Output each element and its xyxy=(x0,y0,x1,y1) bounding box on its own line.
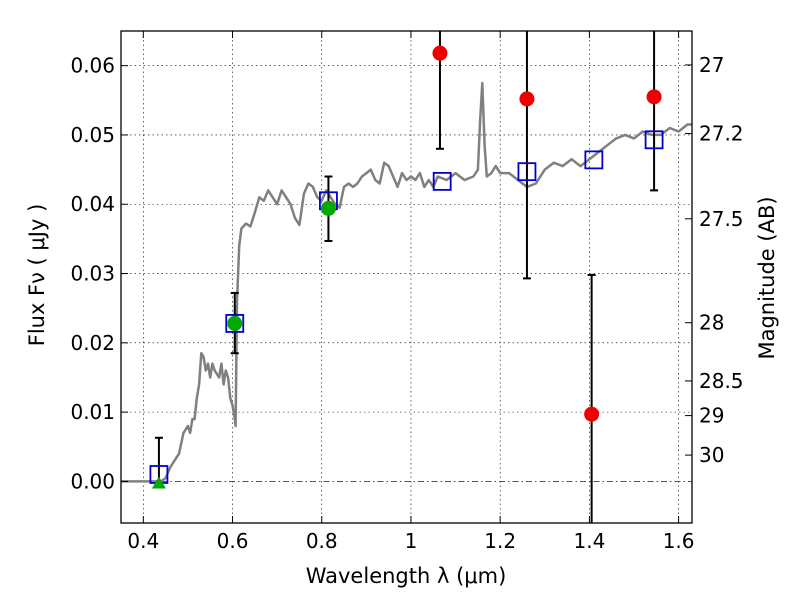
y-tick-label: 0.06 xyxy=(70,54,115,78)
x-tick-label: 1.6 xyxy=(663,529,695,553)
red-detection-point xyxy=(519,91,535,107)
error-bar-layer xyxy=(154,31,659,523)
y2-axis-title: Magnitude (AB) xyxy=(755,196,779,359)
model-square-point xyxy=(644,130,664,150)
x-tick-label: 1.2 xyxy=(484,529,516,553)
x-tick-label: 1 xyxy=(405,529,418,553)
y2-tick-label: 27.5 xyxy=(699,207,744,231)
y-tick-label: 0.00 xyxy=(70,469,115,493)
y-tick-label: 0.04 xyxy=(70,192,115,216)
x-tick-label: 0.4 xyxy=(127,529,159,553)
y-tick-label: 0.03 xyxy=(70,262,115,286)
red-detection-point xyxy=(432,45,448,61)
y2-tick-label: 27.2 xyxy=(699,122,744,146)
model-square-point xyxy=(432,171,452,191)
red-detection-point xyxy=(584,406,600,422)
plot-frame xyxy=(120,30,693,524)
spectrum-layer xyxy=(121,81,692,483)
label-layer: 0.4 0.6 0.8 1 1.2 1.4 1.6 0.00 0.01 0.02 0.03 0.04 0… xyxy=(70,53,743,553)
model-square-point xyxy=(584,150,604,170)
y2-tick-label: 30 xyxy=(699,443,724,467)
x-tick-label: 0.6 xyxy=(217,529,249,553)
y-tick-label: 0.05 xyxy=(70,123,115,147)
green-detection-point xyxy=(320,200,336,216)
x-tick-label: 1.4 xyxy=(573,529,605,553)
red-detection-point xyxy=(646,89,662,105)
y2-tick-label: 28 xyxy=(699,311,724,335)
x-tick-label: 0.8 xyxy=(306,529,338,553)
y2-tick-label: 27 xyxy=(699,53,724,77)
spectrum-line xyxy=(121,81,692,483)
y2-tick-label: 28.5 xyxy=(699,369,744,393)
y2-tick-label: 29 xyxy=(699,404,724,428)
y-tick-label: 0.01 xyxy=(70,400,115,424)
x-axis-title: Wavelength λ (μm) xyxy=(306,564,507,588)
tick-layer xyxy=(121,31,692,523)
model-square-point xyxy=(225,314,245,333)
y-tick-label: 0.02 xyxy=(70,331,115,355)
grid xyxy=(121,31,692,523)
marker-layer xyxy=(149,45,664,489)
y-axis-title: Flux Fν ( μJy ) xyxy=(25,204,49,347)
model-square-point xyxy=(517,162,537,182)
green-detection-point xyxy=(227,315,243,331)
green-upper-limit-point xyxy=(151,476,166,489)
